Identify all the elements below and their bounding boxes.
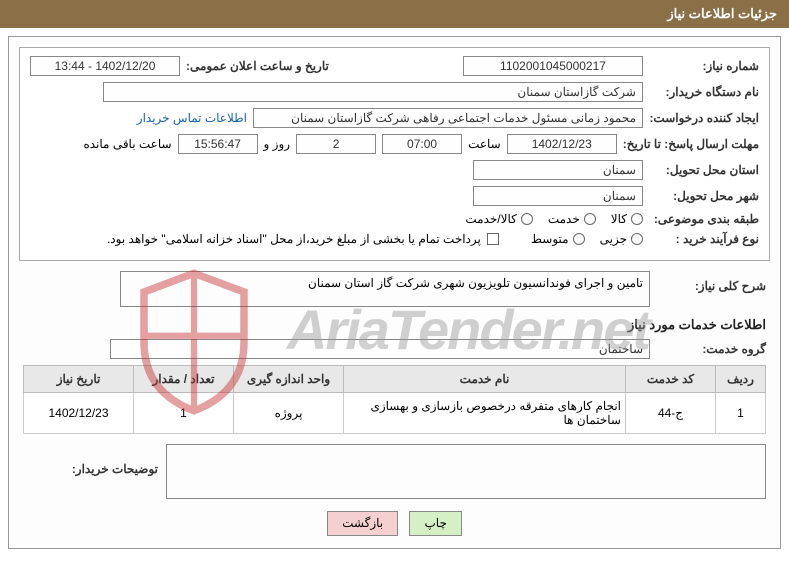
province-label: استان محل تحویل: [649, 163, 759, 177]
back-button[interactable]: بازگشت [327, 511, 398, 536]
announce-label: تاریخ و ساعت اعلان عمومی: [186, 59, 329, 73]
need-desc-value: تامین و اجرای فوندانسیون تلویزیون شهری ش… [120, 271, 650, 307]
page-header: جزئیات اطلاعات نیاز [0, 0, 789, 28]
row-buyer-notes: توضیحات خریدار: [23, 444, 766, 499]
category-radios: کالا خدمت کالا/خدمت [465, 212, 643, 226]
need-number-value: 1102001045000217 [463, 56, 643, 76]
row-purchase-type: نوع فرآیند خرید : جزیی متوسط پرداخت تمام… [30, 232, 759, 246]
city-label: شهر محل تحویل: [649, 189, 759, 203]
th-code: کد خدمت [626, 366, 716, 393]
need-number-label: شماره نیاز: [649, 59, 759, 73]
category-label: طبقه بندی موضوعی: [649, 212, 759, 226]
th-name: نام خدمت [344, 366, 626, 393]
row-deadline: مهلت ارسال پاسخ: تا تاریخ: 1402/12/23 سا… [30, 134, 759, 154]
row-requester: ایجاد کننده درخواست: محمود زمانی مسئول خ… [30, 108, 759, 128]
announce-value: 1402/12/20 - 13:44 [30, 56, 180, 76]
th-row: ردیف [716, 366, 766, 393]
th-unit: واحد اندازه گیری [234, 366, 344, 393]
row-service-group: گروه خدمت: ساختمان [23, 339, 766, 359]
table-row: 1 ج-44 انجام کارهای متفرقه درخصوص بازساز… [24, 393, 766, 434]
requester-label: ایجاد کننده درخواست: [649, 111, 759, 125]
time-label: ساعت [468, 137, 501, 151]
row-need-desc: شرح کلی نیاز: تامین و اجرای فوندانسیون ت… [23, 271, 766, 307]
cell-code: ج-44 [626, 393, 716, 434]
purchase-type-radios: جزیی متوسط [531, 232, 643, 246]
deadline-time: 07:00 [382, 134, 462, 154]
deadline-date: 1402/12/23 [507, 134, 617, 154]
need-desc-label: شرح کلی نیاز: [656, 271, 766, 293]
contact-link[interactable]: اطلاعات تماس خریدار [137, 111, 247, 125]
city-value: سمنان [473, 186, 643, 206]
row-city: شهر محل تحویل: سمنان [30, 186, 759, 206]
cell-name: انجام کارهای متفرقه درخصوص بازسازی و بهس… [344, 393, 626, 434]
th-qty: تعداد / مقدار [134, 366, 234, 393]
cell-qty: 1 [134, 393, 234, 434]
radio-medium[interactable]: متوسط [531, 232, 585, 246]
button-row: چاپ بازگشت [9, 511, 780, 536]
radio-service[interactable]: خدمت [548, 212, 596, 226]
service-info-heading: اطلاعات خدمات مورد نیاز [23, 317, 766, 333]
radio-goods-service[interactable]: کالا/خدمت [465, 212, 532, 226]
payment-checkbox[interactable] [487, 233, 499, 245]
row-buyer-org: نام دستگاه خریدار: شرکت گازاستان سمنان [30, 82, 759, 102]
payment-note: پرداخت تمام یا بخشی از مبلغ خرید،از محل … [107, 232, 481, 246]
remaining-suffix: ساعت باقی مانده [83, 137, 171, 151]
service-group-label: گروه خدمت: [656, 342, 766, 356]
services-table: ردیف کد خدمت نام خدمت واحد اندازه گیری ت… [23, 365, 766, 434]
requester-value: محمود زمانی مسئول خدمات اجتماعی رفاهی شر… [253, 108, 643, 128]
th-date: تاریخ نیاز [24, 366, 134, 393]
days-suffix: روز و [264, 137, 291, 151]
cell-unit: پروژه [234, 393, 344, 434]
days-value: 2 [296, 134, 376, 154]
row-category: طبقه بندی موضوعی: کالا خدمت کالا/خدمت [30, 212, 759, 226]
print-button[interactable]: چاپ [409, 511, 461, 536]
buyer-org-value: شرکت گازاستان سمنان [103, 82, 643, 102]
header-title: جزئیات اطلاعات نیاز [667, 6, 777, 21]
table-header-row: ردیف کد خدمت نام خدمت واحد اندازه گیری ت… [24, 366, 766, 393]
deadline-label: مهلت ارسال پاسخ: تا تاریخ: [623, 137, 759, 151]
radio-goods[interactable]: کالا [611, 212, 643, 226]
radio-partial[interactable]: جزیی [600, 232, 643, 246]
details-box: شماره نیاز: 1102001045000217 تاریخ و ساع… [19, 47, 770, 261]
service-group-value: ساختمان [110, 339, 650, 359]
purchase-type-label: نوع فرآیند خرید : [649, 232, 759, 246]
cell-rownum: 1 [716, 393, 766, 434]
buyer-notes-box [166, 444, 766, 499]
row-province: استان محل تحویل: سمنان [30, 160, 759, 180]
cell-date: 1402/12/23 [24, 393, 134, 434]
row-need-number: شماره نیاز: 1102001045000217 تاریخ و ساع… [30, 56, 759, 76]
buyer-notes-label: توضیحات خریدار: [48, 444, 158, 476]
remaining-time: 15:56:47 [178, 134, 258, 154]
province-value: سمنان [473, 160, 643, 180]
buyer-org-label: نام دستگاه خریدار: [649, 85, 759, 99]
main-panel: AriaTender.net شماره نیاز: 1102001045000… [8, 36, 781, 549]
